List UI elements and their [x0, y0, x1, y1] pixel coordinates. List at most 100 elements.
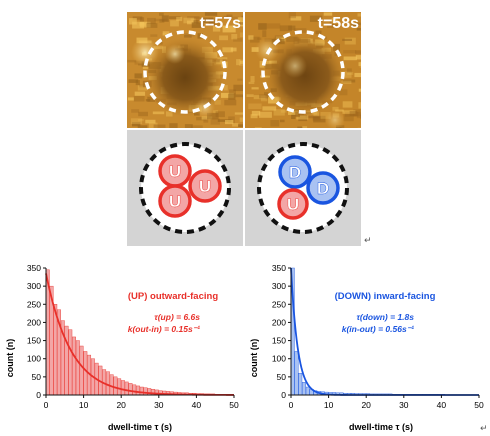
schematic-up-state: U U U	[127, 130, 243, 246]
axes: 0 10 20 30 40 50 0 50 100 150 200 250 300 350	[272, 263, 484, 410]
afm-texture-speck	[332, 106, 339, 111]
afm-texture-speck	[237, 17, 243, 23]
x-axis-label: dwell-time τ (s)	[108, 422, 172, 432]
afm-texture-speck	[213, 110, 218, 114]
afm-texture-speck	[349, 111, 358, 116]
afm-texture-speck	[170, 20, 179, 27]
afm-texture-speck	[145, 99, 151, 102]
afm-texture-speck	[204, 12, 218, 16]
afm-texture-speck	[127, 59, 137, 63]
afm-texture-speck	[357, 127, 361, 128]
afm-texture-speck	[333, 43, 340, 51]
chart-annotation-1: τ(up) = 6.6s	[154, 312, 200, 322]
y-tick-label: 150	[272, 336, 286, 346]
afm-texture-speck	[235, 94, 243, 98]
afm-texture-speck	[288, 25, 296, 31]
y-tick-label: 250	[27, 299, 41, 309]
x-axis-label: dwell-time τ (s)	[349, 422, 413, 432]
histogram-bar	[305, 386, 310, 396]
afm-texture-speck	[222, 25, 236, 33]
afm-texture-speck	[183, 17, 194, 24]
afm-texture-speck	[187, 16, 200, 19]
afm-texture-speck	[150, 34, 158, 37]
afm-texture-speck	[162, 32, 167, 37]
afm-texture-speck	[128, 79, 139, 83]
afm-texture-speck	[297, 126, 303, 128]
afm-texture-speck	[208, 18, 215, 26]
subunit-label: D	[289, 163, 301, 182]
afm-texture-speck	[346, 68, 352, 73]
x-tick-label: 30	[399, 400, 409, 410]
afm-texture-speck	[296, 115, 309, 120]
afm-texture-speck	[187, 20, 197, 25]
afm-texture-speck	[139, 17, 145, 22]
afm-texture-speck	[250, 76, 255, 82]
y-axis-label: count (n)	[249, 339, 259, 378]
afm-texture-speck	[239, 32, 243, 38]
afm-texture-speck	[254, 127, 262, 128]
afm-texture-speck	[215, 111, 225, 118]
afm-texture-speck	[339, 89, 348, 96]
histogram-bar	[83, 351, 88, 396]
afm-texture-speck	[253, 95, 266, 100]
histogram-bar	[132, 384, 137, 396]
schematic-down-svg: D D U	[257, 142, 349, 234]
histogram-bar	[72, 336, 76, 396]
afm-texture-speck	[264, 92, 269, 96]
histogram-up: 0 10 20 30 40 50 0 50 100 150 200 250 300 350 (UP) ou…	[5, 263, 239, 432]
chart-annotation-2: k(in-out) = 0.56s⁻¹	[342, 324, 414, 334]
afm-texture-speck	[335, 109, 344, 112]
afm-texture-speck	[201, 116, 213, 120]
afm-texture-speck	[138, 119, 144, 122]
x-tick-label: 0	[44, 400, 49, 410]
y-tick-label: 250	[272, 299, 286, 309]
afm-texture-speck	[309, 15, 323, 22]
x-tick-label: 0	[289, 400, 294, 410]
afm-texture-speck	[232, 123, 239, 127]
afm-texture-speck	[142, 65, 148, 70]
afm-texture-speck	[343, 56, 357, 61]
y-tick-label: 50	[32, 372, 42, 382]
afm-texture-speck	[246, 94, 254, 97]
afm-texture-speck	[356, 28, 361, 31]
afm-texture-speck	[212, 25, 221, 32]
afm-texture-speck	[210, 118, 220, 125]
afm-texture-speck	[230, 16, 240, 21]
afm-texture-speck	[219, 35, 228, 41]
afm-texture-speck	[184, 124, 193, 128]
afm-texture-speck	[226, 14, 233, 18]
chart-title: (UP) outward-facing	[128, 291, 218, 302]
afm-texture-speck	[358, 62, 361, 67]
afm-texture-speck	[315, 30, 322, 35]
y-tick-label: 50	[277, 372, 287, 382]
subunit-bottom: U	[158, 184, 192, 218]
afm-texture-speck	[130, 118, 143, 124]
histogram-bar	[139, 386, 144, 396]
afm-texture-speck	[203, 117, 209, 123]
y-tick-label: 200	[27, 317, 41, 327]
afm-texture-speck	[266, 23, 281, 29]
dashed-ring-t58	[261, 30, 345, 114]
afm-texture-speck	[320, 112, 331, 119]
afm-texture-speck	[131, 109, 140, 113]
dashed-ring-t57	[143, 30, 227, 114]
afm-texture-speck	[342, 38, 352, 41]
afm-image-t58-svg: t=58s	[245, 12, 361, 128]
afm-texture-speck	[134, 73, 143, 79]
afm-texture-speck	[224, 99, 237, 106]
afm-texture-speck	[275, 36, 286, 42]
afm-texture-speck	[312, 116, 321, 121]
x-tick-label: 10	[79, 400, 89, 410]
afm-texture-speck	[360, 114, 361, 120]
time-label-t58: t=58s	[318, 15, 359, 32]
chart-annotation-2: k(out-in) = 0.15s⁻¹	[128, 324, 200, 334]
x-tick-label: 20	[116, 400, 126, 410]
histogram-bar	[113, 376, 118, 396]
afm-texture-speck	[137, 125, 148, 128]
y-tick-label: 300	[272, 281, 286, 291]
afm-texture-speck	[340, 80, 352, 84]
y-tick-label: 100	[272, 354, 286, 364]
afm-texture-speck	[240, 60, 243, 64]
y-axis-label: count (n)	[5, 339, 15, 378]
afm-texture-speck	[154, 18, 168, 22]
